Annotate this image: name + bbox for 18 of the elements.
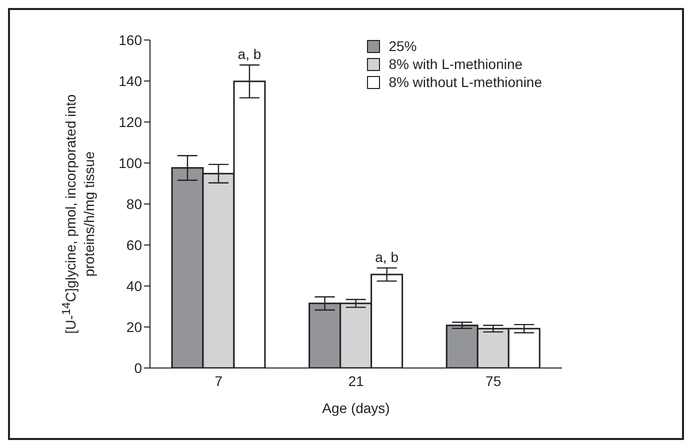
y-tick-label: 40 bbox=[126, 278, 142, 294]
legend-label: 25% bbox=[388, 38, 417, 54]
legend-label: 8% without L-methionine bbox=[388, 74, 542, 90]
x-tick-label: 75 bbox=[486, 372, 502, 389]
y-tick-label: 140 bbox=[118, 72, 142, 89]
y-tick-label: 60 bbox=[126, 236, 142, 253]
annotation: a, b bbox=[375, 248, 399, 265]
y-tick-label: 20 bbox=[126, 318, 142, 335]
x-axis-title: Age (days) bbox=[322, 400, 390, 416]
y-tick-label: 160 bbox=[118, 32, 142, 48]
y-tick-label: 100 bbox=[118, 154, 142, 171]
legend-label: 8% with L-methionine bbox=[388, 56, 523, 72]
y-tick-label: 80 bbox=[126, 196, 142, 212]
x-tick-label: 7 bbox=[214, 372, 223, 389]
x-tick-label: 21 bbox=[348, 372, 364, 389]
y-tick-label: 0 bbox=[134, 360, 142, 376]
annotation: a, b bbox=[238, 46, 262, 62]
y-tick-label: 120 bbox=[118, 114, 142, 130]
